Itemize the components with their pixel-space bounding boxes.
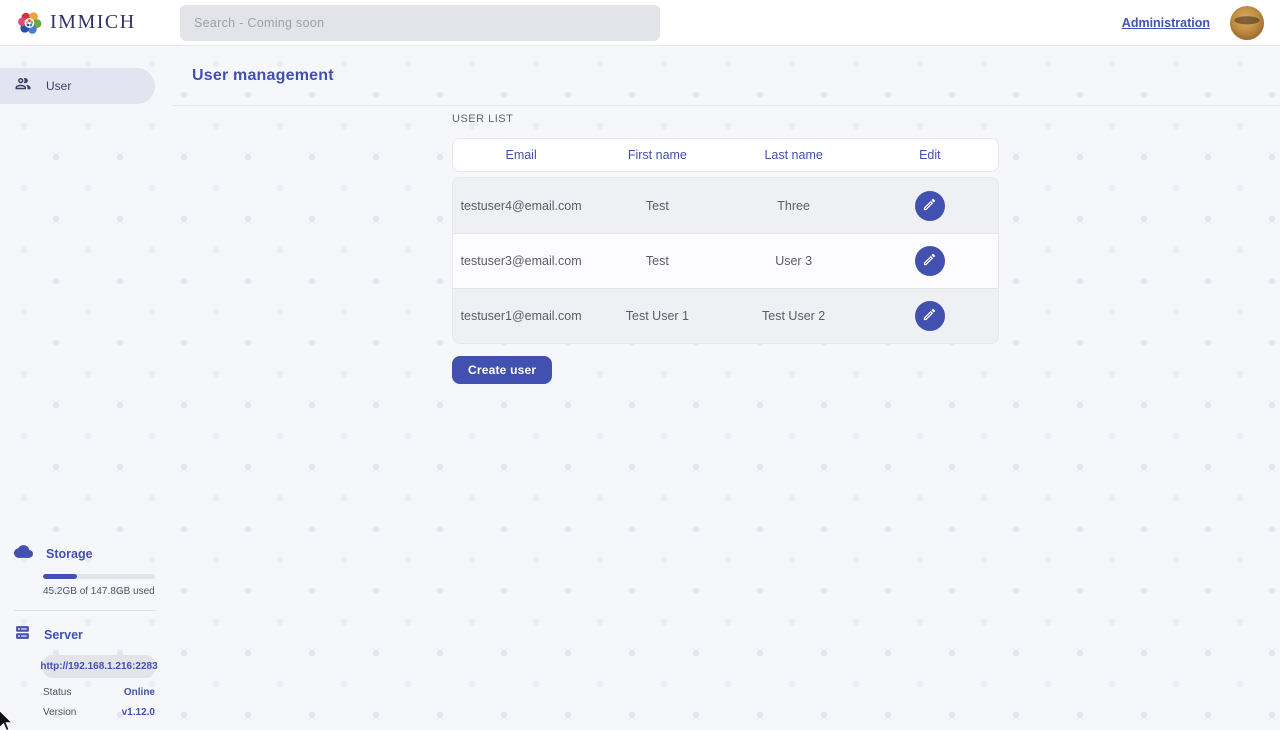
column-header-edit: Edit bbox=[919, 148, 941, 162]
user-table: testuser4@email.com Test Three bbox=[452, 177, 999, 344]
main-content: User management USER LIST Email First na… bbox=[172, 46, 1280, 730]
sidebar: User Storage 45.2GB of 147.8GB used bbox=[0, 46, 172, 730]
cell-email: testuser3@email.com bbox=[460, 254, 582, 268]
search-bar[interactable] bbox=[180, 4, 660, 41]
table-row: testuser4@email.com Test Three bbox=[453, 178, 998, 233]
storage-progress-bar bbox=[43, 574, 155, 579]
table-header: Email First name Last name Edit bbox=[452, 138, 999, 172]
storage-section-header: Storage bbox=[0, 542, 156, 566]
column-header-first-name: First name bbox=[627, 148, 687, 162]
server-title: Server bbox=[44, 628, 83, 642]
sidebar-footer: Storage 45.2GB of 147.8GB used bbox=[0, 542, 158, 718]
cell-first-name: Test bbox=[645, 254, 669, 268]
title-row: User management bbox=[172, 46, 1280, 106]
cell-email: testuser1@email.com bbox=[460, 309, 582, 323]
search-input[interactable] bbox=[194, 15, 646, 30]
status-label: Status bbox=[43, 687, 72, 698]
table-row: testuser3@email.com Test User 3 bbox=[453, 233, 998, 288]
page-body: User Storage 45.2GB of 147.8GB used bbox=[0, 46, 1280, 730]
brand[interactable]: IMMICH bbox=[0, 9, 180, 37]
immich-logo-icon bbox=[16, 9, 44, 37]
storage-progress-fill bbox=[43, 574, 78, 579]
cell-last-name: Three bbox=[777, 198, 810, 213]
version-value: v1.12.0 bbox=[121, 707, 155, 718]
status-value: Online bbox=[123, 687, 155, 698]
version-label: Version bbox=[43, 707, 77, 718]
mouse-cursor-icon bbox=[0, 709, 19, 730]
cell-first-name: Test User 1 bbox=[625, 309, 689, 323]
header-right: Administration bbox=[1121, 5, 1280, 40]
edit-user-button[interactable] bbox=[914, 301, 945, 331]
pencil-icon bbox=[922, 307, 937, 325]
create-user-button[interactable]: Create user bbox=[452, 356, 553, 384]
edit-user-button[interactable] bbox=[914, 246, 945, 276]
pencil-icon bbox=[922, 197, 937, 215]
sidebar-item-user[interactable]: User bbox=[0, 68, 155, 104]
column-header-last-name: Last name bbox=[764, 148, 823, 162]
server-url-badge: http://192.168.1.216:2283 bbox=[40, 655, 158, 678]
user-list-section: USER LIST Email First name Last name Edi… bbox=[452, 106, 999, 384]
cell-last-name: User 3 bbox=[775, 254, 813, 268]
server-icon bbox=[14, 624, 31, 646]
cloud-icon bbox=[14, 542, 33, 566]
sidebar-item-label: User bbox=[46, 79, 72, 93]
table-row: testuser1@email.com Test User 1 Test Use… bbox=[453, 288, 998, 343]
app-header: IMMICH Administration bbox=[0, 0, 1280, 46]
users-icon bbox=[14, 75, 32, 98]
edit-user-button[interactable] bbox=[914, 190, 945, 221]
column-header-email: Email bbox=[505, 148, 537, 162]
sidebar-divider bbox=[14, 610, 156, 611]
storage-usage-text: 45.2GB of 147.8GB used bbox=[43, 586, 155, 597]
pencil-icon bbox=[922, 252, 937, 270]
brand-wordmark: IMMICH bbox=[50, 11, 136, 33]
section-label: USER LIST bbox=[452, 113, 514, 125]
cell-email: testuser4@email.com bbox=[460, 198, 582, 213]
cell-first-name: Test bbox=[645, 198, 669, 213]
server-version-row: Version v1.12.0 bbox=[43, 707, 155, 718]
administration-link[interactable]: Administration bbox=[1121, 15, 1210, 30]
user-avatar[interactable] bbox=[1230, 5, 1264, 40]
page-title: User management bbox=[192, 66, 334, 84]
storage-title: Storage bbox=[46, 547, 93, 561]
cell-last-name: Test User 2 bbox=[762, 309, 826, 323]
server-status-row: Status Online bbox=[43, 687, 155, 698]
server-section-header: Server bbox=[0, 624, 156, 646]
